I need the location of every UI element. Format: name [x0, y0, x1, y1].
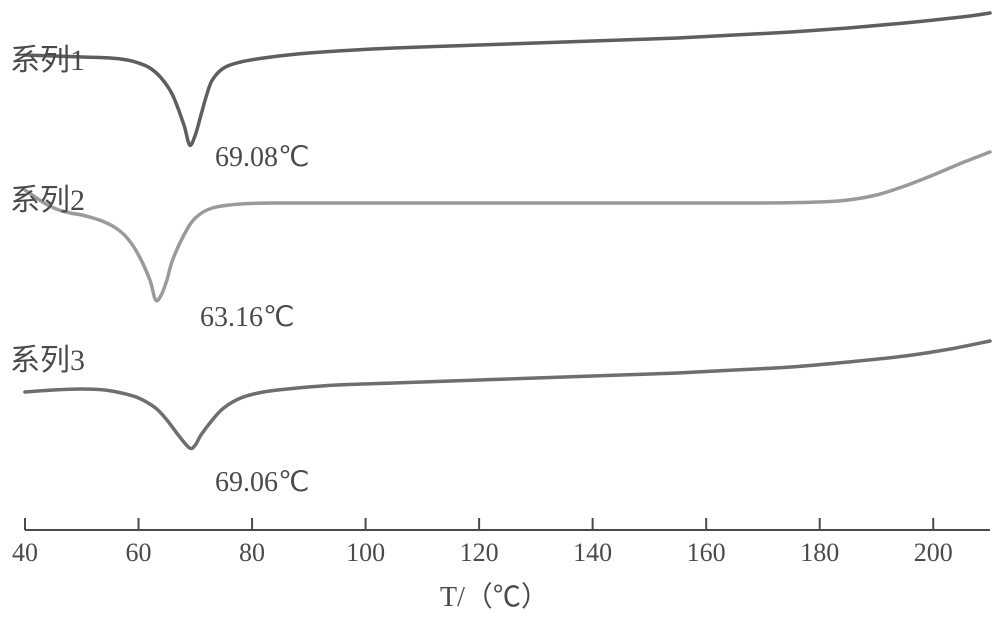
series-3-label: 系列3 [10, 335, 85, 379]
x-axis-title: T/（℃） [440, 575, 549, 615]
series-1-label: 系列1 [10, 35, 85, 79]
series-1-curve [25, 13, 990, 145]
x-tick-label: 120 [459, 538, 499, 568]
temp-annotation-2: 63.16℃ [200, 300, 294, 334]
series-2-curve [25, 152, 990, 301]
x-tick-label: 60 [119, 538, 159, 568]
x-tick-label: 140 [573, 538, 613, 568]
x-tick-label: 160 [686, 538, 726, 568]
x-tick-label: 100 [346, 538, 386, 568]
x-tick-label: 180 [800, 538, 840, 568]
x-tick-label: 200 [913, 538, 953, 568]
temp-annotation-1: 69.08℃ [215, 140, 309, 174]
temp-annotation-3: 69.06℃ [215, 465, 309, 499]
x-tick-label: 40 [5, 538, 45, 568]
dsc-chart: 系列1 系列2 系列3 69.08℃ 63.16℃ 69.06℃ 40 60 80 1… [0, 0, 1000, 632]
series-2-label: 系列2 [10, 175, 85, 219]
series-3-curve [25, 341, 990, 449]
x-tick-label: 80 [232, 538, 272, 568]
